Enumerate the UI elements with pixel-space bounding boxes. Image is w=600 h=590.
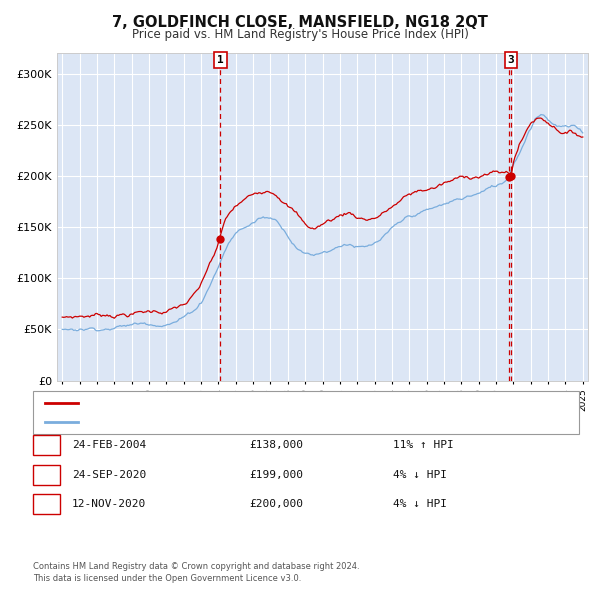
Text: £199,000: £199,000 — [249, 470, 303, 480]
Text: 1: 1 — [43, 441, 50, 450]
Text: 7, GOLDFINCH CLOSE, MANSFIELD, NG18 2QT: 7, GOLDFINCH CLOSE, MANSFIELD, NG18 2QT — [112, 15, 488, 30]
Text: £200,000: £200,000 — [249, 500, 303, 509]
Text: 1: 1 — [217, 55, 224, 65]
Text: 24-SEP-2020: 24-SEP-2020 — [72, 470, 146, 480]
Text: Contains HM Land Registry data © Crown copyright and database right 2024.
This d: Contains HM Land Registry data © Crown c… — [33, 562, 359, 583]
Text: 4% ↓ HPI: 4% ↓ HPI — [393, 470, 447, 480]
Text: 4% ↓ HPI: 4% ↓ HPI — [393, 500, 447, 509]
Text: 2: 2 — [43, 470, 50, 480]
Text: 3: 3 — [43, 500, 50, 509]
Text: 3: 3 — [508, 55, 515, 65]
Text: HPI: Average price, detached house, Mansfield: HPI: Average price, detached house, Mans… — [82, 417, 315, 427]
Text: Price paid vs. HM Land Registry's House Price Index (HPI): Price paid vs. HM Land Registry's House … — [131, 28, 469, 41]
Text: £138,000: £138,000 — [249, 441, 303, 450]
Text: 11% ↑ HPI: 11% ↑ HPI — [393, 441, 454, 450]
Text: 24-FEB-2004: 24-FEB-2004 — [72, 441, 146, 450]
Text: 12-NOV-2020: 12-NOV-2020 — [72, 500, 146, 509]
Text: 7, GOLDFINCH CLOSE, MANSFIELD, NG18 2QT (detached house): 7, GOLDFINCH CLOSE, MANSFIELD, NG18 2QT … — [82, 398, 401, 408]
